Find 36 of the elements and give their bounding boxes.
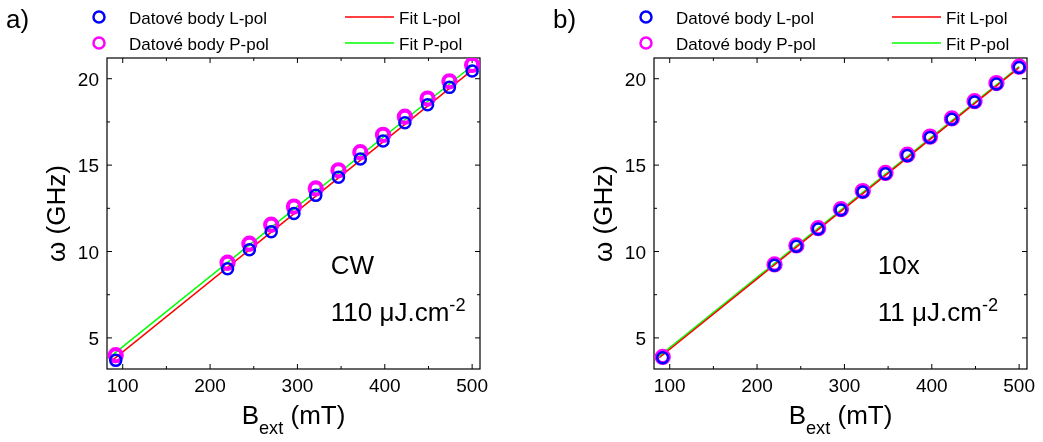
x-tick-label: 500 bbox=[456, 375, 488, 396]
annotation: CW bbox=[330, 250, 375, 280]
y-tick-label: 10 bbox=[624, 241, 646, 263]
chart-title: a) bbox=[6, 4, 30, 34]
legend-label: Datové body L-pol bbox=[676, 9, 814, 28]
x-tick-label: 100 bbox=[653, 375, 686, 396]
y-tick-label: 15 bbox=[624, 155, 646, 177]
legend-label: Datové body L-pol bbox=[129, 9, 267, 28]
x-tick-label: 200 bbox=[194, 375, 226, 396]
x-tick-label: 300 bbox=[828, 375, 861, 396]
y-tick-label: 15 bbox=[77, 155, 99, 177]
x-tick-label: 400 bbox=[368, 375, 401, 396]
y-axis-title: ω (GHz) bbox=[588, 165, 618, 262]
y-tick-label: 5 bbox=[88, 327, 99, 349]
x-axis-title: B$_{ext}$ (mT) bbox=[788, 400, 893, 438]
legend-label: Fit P-pol bbox=[946, 35, 1010, 54]
y-tick-label: 20 bbox=[624, 68, 646, 90]
legend-label: Fit L-pol bbox=[399, 9, 461, 28]
x-tick-label: 400 bbox=[915, 375, 948, 396]
legend-label: Datové body P-pol bbox=[129, 35, 269, 54]
y-tick-label: 5 bbox=[635, 327, 646, 349]
x-tick-label: 200 bbox=[741, 375, 773, 396]
x-axis-title: B$_{ext}$ (mT) bbox=[241, 400, 346, 438]
annotation: 10x bbox=[877, 250, 920, 280]
chart-title: b) bbox=[553, 4, 577, 34]
x-tick-label: 500 bbox=[1003, 375, 1035, 396]
y-tick-label: 20 bbox=[77, 68, 99, 90]
annotation: 11 μJ.cm$^{-2}$ bbox=[877, 295, 999, 327]
legend-label: Fit P-pol bbox=[399, 35, 463, 54]
annotation: 110 μJ.cm$^{-2}$ bbox=[330, 295, 466, 327]
x-tick-label: 300 bbox=[281, 375, 314, 396]
legend-label: Fit L-pol bbox=[946, 9, 1008, 28]
y-axis-title: ω (GHz) bbox=[41, 165, 71, 262]
x-tick-label: 100 bbox=[106, 375, 139, 396]
y-tick-label: 10 bbox=[77, 241, 99, 263]
legend-label: Datové body P-pol bbox=[676, 35, 816, 54]
